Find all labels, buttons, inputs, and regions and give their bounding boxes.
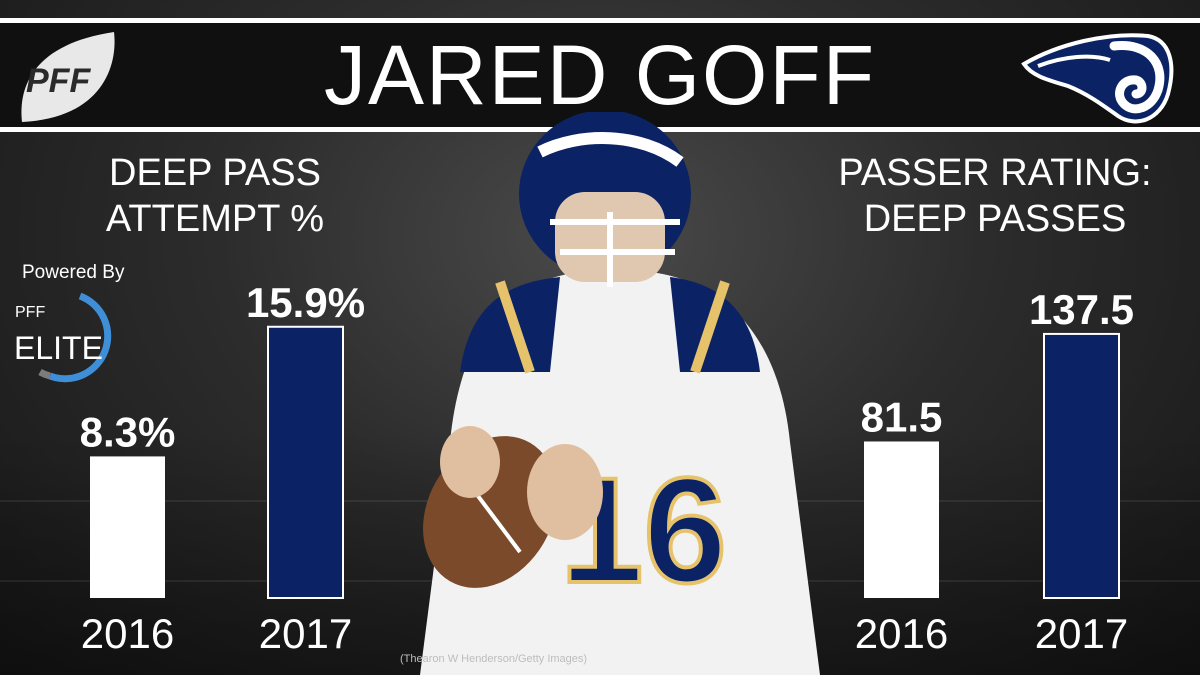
left-bar-2017	[267, 325, 344, 599]
pff-logo-text: PFF	[26, 62, 91, 100]
player-photo: 16	[420, 112, 820, 675]
left-chart-title-line1: DEEP PASS	[109, 152, 321, 194]
left-data-label-2016: 8.3%	[80, 408, 176, 455]
right-data-label-2017: 137.5	[1029, 286, 1134, 333]
elite-ring-icon	[38, 292, 112, 383]
left-tick-label-2017: 2017	[259, 610, 352, 657]
rams-logo-icon	[1021, 33, 1174, 124]
left-bar-2016	[90, 456, 165, 598]
right-chart-title: PASSER RATING: DEEP PASSES	[820, 150, 1170, 242]
right-bar-2016	[864, 441, 939, 598]
right-bar-2017	[1043, 332, 1120, 599]
elite-pff-label: PFF	[15, 304, 46, 321]
chart-deep-pass-attempt: 8.3% 2016 15.9% 2017	[80, 279, 365, 657]
right-tick-label-2017: 2017	[1035, 610, 1128, 657]
right-chart-title-line1: PASSER RATING:	[838, 152, 1152, 194]
left-tick-label-2016: 2016	[81, 610, 174, 657]
powered-by-label: Powered By	[22, 262, 125, 283]
page-title: JARED GOFF	[323, 28, 876, 122]
left-chart-title-line2: ATTEMPT %	[105, 198, 325, 240]
pff-logo-icon: PFF	[21, 32, 115, 122]
right-data-label-2016: 81.5	[861, 393, 943, 440]
photo-credit: (Thearon W Henderson/Getty Images)	[400, 653, 588, 665]
left-data-label-2017: 15.9%	[246, 279, 365, 326]
left-chart-title: DEEP PASS ATTEMPT %	[70, 150, 360, 242]
right-chart-title-line2: DEEP PASSES	[863, 198, 1127, 240]
chart-passer-rating-deep: 81.5 2016 137.5 2017	[855, 286, 1134, 657]
right-tick-label-2016: 2016	[855, 610, 948, 657]
elite-word-label: ELITE	[14, 330, 103, 366]
